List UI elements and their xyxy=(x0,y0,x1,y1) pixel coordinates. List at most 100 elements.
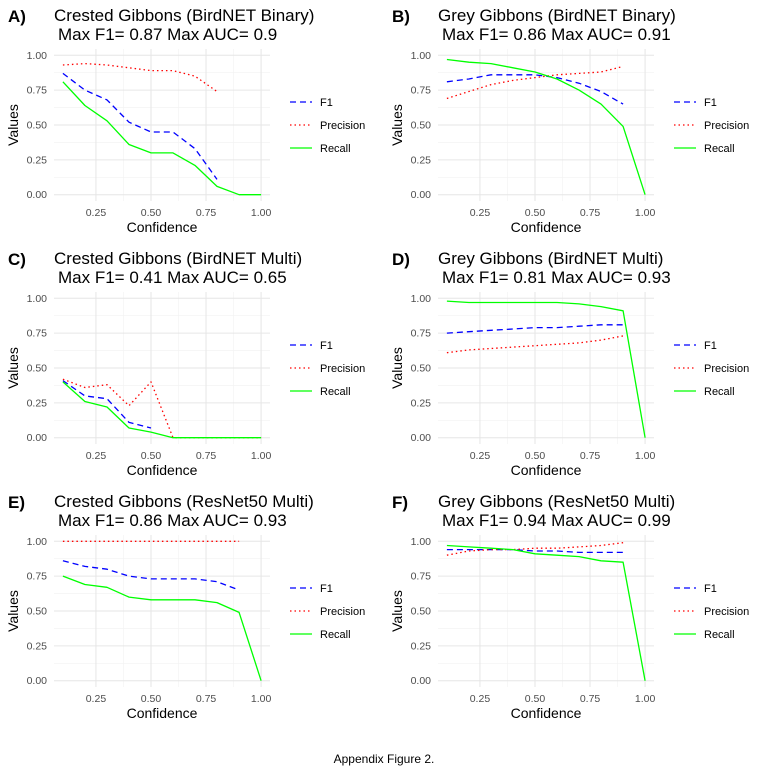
legend: F1 Precision Recall xyxy=(290,340,365,398)
x-tick-label: 0.75 xyxy=(580,693,601,705)
grid xyxy=(438,49,654,201)
y-tick-label: 0.25 xyxy=(27,397,48,409)
chart-title: Crested Gibbons (ResNet50 Multi) xyxy=(54,492,314,511)
panel-label: A) xyxy=(8,7,26,26)
series-line-precision xyxy=(62,62,218,93)
series-line-f1 xyxy=(62,380,152,429)
x-tick-label: 0.25 xyxy=(86,450,107,462)
grid xyxy=(54,535,270,687)
x-tick-label: 0.50 xyxy=(141,450,162,462)
grid xyxy=(438,292,654,444)
y-tick-label: 0.25 xyxy=(411,397,432,409)
x-tick-label: 1.00 xyxy=(251,693,272,705)
x-tick-label: 0.75 xyxy=(196,207,217,219)
y-tick-label: 0.75 xyxy=(27,328,48,340)
panel-label: F) xyxy=(392,493,408,512)
y-tick-label: 0.00 xyxy=(411,189,432,201)
legend-label-f1: F1 xyxy=(704,340,717,352)
y-tick-label: 1.00 xyxy=(411,536,432,548)
y-tick-label: 0.75 xyxy=(27,85,48,97)
y-tick-label: 0.25 xyxy=(411,154,432,166)
y-tick-label: 0.00 xyxy=(411,675,432,687)
y-tick-label: 1.00 xyxy=(27,293,48,305)
legend-label-recall: Recall xyxy=(704,143,735,155)
series-line-precision xyxy=(446,65,624,100)
chart-subtitle: Max F1= 0.41 Max AUC= 0.65 xyxy=(58,268,287,287)
chart-subtitle: Max F1= 0.94 Max AUC= 0.99 xyxy=(442,511,671,530)
legend-label-precision: Precision xyxy=(320,363,365,375)
x-tick-label: 0.25 xyxy=(470,207,491,219)
series-line-f1 xyxy=(62,72,218,180)
legend: F1 Precision Recall xyxy=(290,97,365,155)
legend-label-recall: Recall xyxy=(320,386,351,398)
x-tick-label: 1.00 xyxy=(635,207,656,219)
chart-panel-a: 0.00 0.25 0.50 0.75 1.00 0.25 0.50 0.75 1.00 Conf… xyxy=(5,6,365,235)
legend: F1 Precision Recall xyxy=(674,97,749,155)
x-tick-label: 1.00 xyxy=(635,693,656,705)
legend: F1 Precision Recall xyxy=(674,340,749,398)
grid xyxy=(438,535,654,687)
chart-subtitle: Max F1= 0.87 Max AUC= 0.9 xyxy=(58,25,277,44)
y-axis-title: Values xyxy=(5,347,21,389)
y-tick-label: 1.00 xyxy=(411,293,432,305)
x-tick-label: 0.25 xyxy=(86,693,107,705)
x-tick-label: 1.00 xyxy=(251,207,272,219)
x-tick-label: 0.75 xyxy=(196,693,217,705)
chart-title: Grey Gibbons (BirdNET Multi) xyxy=(438,249,663,268)
x-tick-label: 0.50 xyxy=(141,693,162,705)
y-tick-label: 0.50 xyxy=(411,120,432,132)
series-line-recall xyxy=(446,300,646,438)
y-tick-label: 0.75 xyxy=(411,571,432,583)
y-tick-label: 0.50 xyxy=(27,606,48,618)
y-axis-title: Values xyxy=(389,347,405,389)
y-tick-label: 0.75 xyxy=(411,85,432,97)
chart-panel-d: 0.00 0.25 0.50 0.75 1.00 0.25 0.50 0.75 1.00 Conf… xyxy=(389,249,749,478)
chart-title: Grey Gibbons (ResNet50 Multi) xyxy=(438,492,675,511)
x-tick-label: 1.00 xyxy=(251,450,272,462)
legend-label-precision: Precision xyxy=(704,606,749,618)
y-tick-label: 0.75 xyxy=(411,328,432,340)
legend-label-precision: Precision xyxy=(704,363,749,375)
y-tick-label: 0.00 xyxy=(27,432,48,444)
y-tick-label: 0.50 xyxy=(27,363,48,375)
y-tick-label: 1.00 xyxy=(27,50,48,62)
legend-label-f1: F1 xyxy=(704,97,717,109)
y-axis-title: Values xyxy=(389,590,405,632)
x-tick-label: 0.75 xyxy=(196,450,217,462)
chart-subtitle: Max F1= 0.81 Max AUC= 0.93 xyxy=(442,268,671,287)
series-line-recall xyxy=(446,544,646,681)
chart-panel-c: 0.00 0.25 0.50 0.75 1.00 0.25 0.50 0.75 1.00 Conf… xyxy=(5,249,365,478)
chart-title: Crested Gibbons (BirdNET Binary) xyxy=(54,6,314,25)
y-axis-title: Values xyxy=(5,104,21,146)
chart-panel-b: 0.00 0.25 0.50 0.75 1.00 0.25 0.50 0.75 1.00 Conf… xyxy=(389,6,749,235)
legend-label-f1: F1 xyxy=(320,340,333,352)
y-tick-label: 0.25 xyxy=(411,640,432,652)
x-tick-label: 0.50 xyxy=(525,693,546,705)
panel-label: C) xyxy=(8,250,26,269)
y-tick-label: 1.00 xyxy=(411,50,432,62)
y-tick-label: 0.25 xyxy=(27,640,48,652)
x-tick-label: 0.50 xyxy=(525,207,546,219)
panel-label: E) xyxy=(8,493,25,512)
y-tick-label: 0.50 xyxy=(27,120,48,132)
x-axis-title: Confidence xyxy=(127,462,198,478)
legend-label-f1: F1 xyxy=(704,583,717,595)
y-tick-label: 0.00 xyxy=(411,432,432,444)
chart-panel-e: 0.00 0.25 0.50 0.75 1.00 0.25 0.50 0.75 1.00 Conf… xyxy=(5,492,365,721)
x-tick-label: 0.50 xyxy=(141,207,162,219)
series-line-f1 xyxy=(62,560,240,591)
legend-label-recall: Recall xyxy=(320,143,351,155)
series-line-recall xyxy=(446,58,646,195)
x-axis-title: Confidence xyxy=(511,705,582,721)
y-tick-label: 0.50 xyxy=(411,606,432,618)
legend-label-recall: Recall xyxy=(320,629,351,641)
series-line-recall xyxy=(62,575,262,681)
x-tick-label: 0.75 xyxy=(580,450,601,462)
y-axis-title: Values xyxy=(5,590,21,632)
chart-title: Grey Gibbons (BirdNET Binary) xyxy=(438,6,676,25)
legend: F1 Precision Recall xyxy=(674,583,749,641)
figure-caption: Appendix Figure 2. xyxy=(333,752,435,766)
chart-subtitle: Max F1= 0.86 Max AUC= 0.91 xyxy=(442,25,671,44)
x-axis-title: Confidence xyxy=(511,462,582,478)
